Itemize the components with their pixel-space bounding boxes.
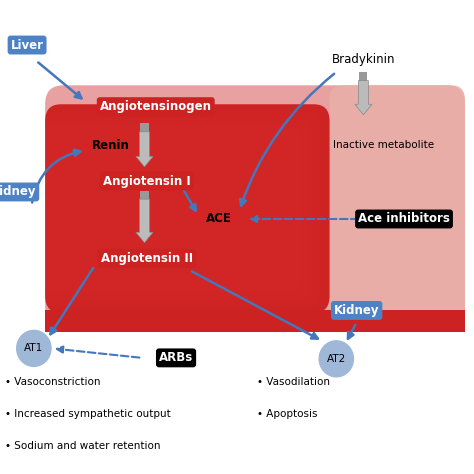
Bar [359,72,367,81]
Text: Angiotensin I: Angiotensin I [103,174,191,188]
Text: Renin: Renin [91,139,129,152]
Circle shape [319,341,354,377]
Text: Kidney: Kidney [0,185,36,199]
Bar [140,123,148,132]
FancyBboxPatch shape [45,104,329,313]
Bar [45,310,465,332]
FancyBboxPatch shape [45,104,329,313]
Text: Ace inhibitors: Ace inhibitors [358,212,450,226]
Text: Angiotensinogen: Angiotensinogen [100,100,212,113]
Text: Kidney: Kidney [334,304,379,317]
Circle shape [17,330,51,366]
Bar [140,191,148,199]
FancyArrow shape [136,199,153,243]
Text: • Increased sympathetic output: • Increased sympathetic output [5,409,170,419]
Text: • Sodium and water retention: • Sodium and water retention [5,441,160,451]
Text: • Apoptosis: • Apoptosis [257,409,318,419]
Text: AT2: AT2 [327,354,346,364]
Text: ACE: ACE [206,212,232,226]
Text: Angiotensin II: Angiotensin II [100,252,193,265]
FancyArrow shape [355,81,372,115]
FancyArrow shape [136,132,153,167]
Text: Bradykinin: Bradykinin [332,53,395,66]
FancyBboxPatch shape [329,85,465,332]
Text: • Vasoconstriction: • Vasoconstriction [5,376,100,387]
Text: AT1: AT1 [24,343,44,354]
FancyBboxPatch shape [45,85,465,332]
Text: ARBs: ARBs [159,351,193,365]
Text: Inactive metabolite: Inactive metabolite [333,139,434,150]
Text: • Vasodilation: • Vasodilation [257,376,330,387]
Text: Liver: Liver [10,38,44,52]
